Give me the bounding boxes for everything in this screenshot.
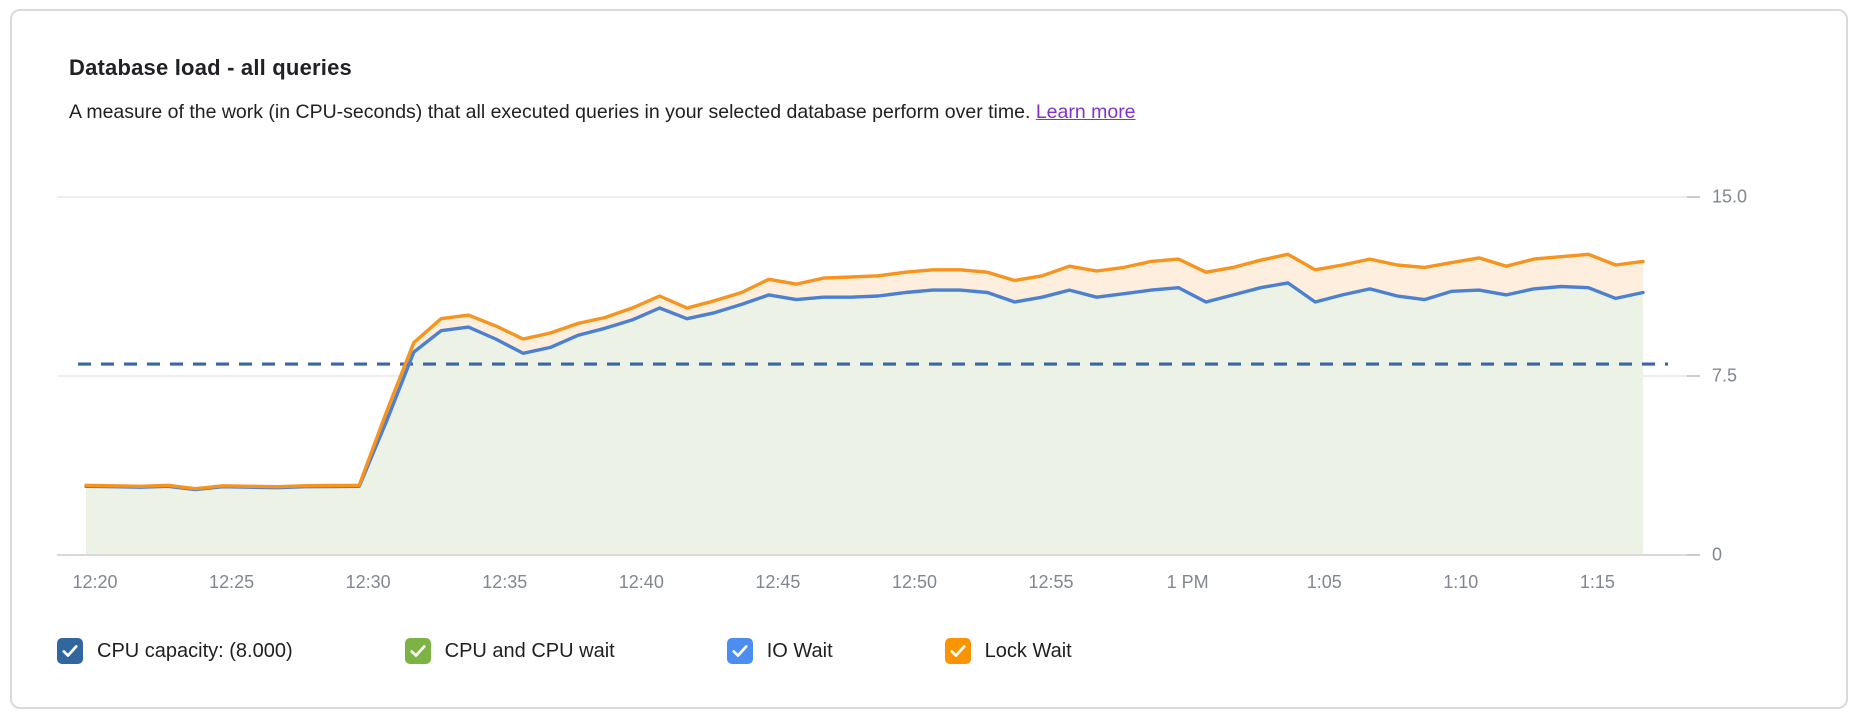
chart-subtitle: A measure of the work (in CPU-seconds) t… — [69, 101, 1136, 124]
cpu-and-cpu-wait-checkbox[interactable] — [404, 638, 431, 664]
x-axis-label-12-30: 12:30 — [345, 572, 391, 592]
legend-item-lock-wait: Lock Wait — [944, 638, 1072, 664]
chart-subtitle-text: A measure of the work (in CPU-seconds) t… — [69, 101, 1031, 123]
legend-label-cpu-capacity: CPU capacity: (8.000) — [97, 639, 293, 662]
x-axis-label-12-35: 12:35 — [482, 572, 528, 592]
x-axis-label-1-10: 1:10 — [1443, 572, 1479, 592]
lock-wait-area — [86, 254, 1643, 490]
y-axis-label-7.5: 7.5 — [1712, 365, 1738, 386]
x-axis-label-1-PM: 1 PM — [1166, 572, 1209, 592]
x-axis-label-1-05: 1:05 — [1306, 572, 1342, 592]
y-axis-label-0: 0 — [1712, 544, 1723, 565]
legend-item-io-wait: IO Wait — [726, 638, 833, 664]
cpu-capacity-checkbox[interactable] — [57, 638, 83, 664]
cpu-and-cpu-wait-area — [86, 282, 1643, 554]
checkmark-icon — [62, 645, 78, 657]
x-axis-label-12-25: 12:25 — [209, 572, 255, 592]
chart-legend: CPU capacity: (8.000) CPU and CPU wait IO … — [57, 638, 1072, 664]
learn-more-link[interactable]: Learn more — [1035, 101, 1136, 123]
checkmark-icon — [410, 645, 426, 657]
x-axis-label-12-20: 12:20 — [72, 572, 118, 592]
legend-label-lock-wait: Lock Wait — [984, 639, 1072, 662]
y-axis-label-15.0: 15.0 — [1712, 186, 1748, 207]
x-axis-label-12-45: 12:45 — [755, 572, 801, 592]
x-axis-label-1-15: 1:15 — [1579, 572, 1615, 592]
legend-item-cpu-capacity: CPU capacity: (8.000) — [57, 638, 293, 664]
lock-wait-line — [84, 252, 1645, 491]
legend-label-cpu-and-cpu-wait: CPU and CPU wait — [444, 639, 615, 662]
x-axis-label-12-55: 12:55 — [1028, 572, 1074, 592]
checkmark-icon — [732, 645, 748, 657]
chart-title: Database load - all queries — [69, 55, 352, 80]
io-wait-checkbox[interactable] — [726, 638, 753, 664]
checkmark-icon — [950, 645, 966, 657]
x-axis-label-12-50: 12:50 — [891, 572, 937, 592]
x-axis-label-12-40: 12:40 — [618, 572, 664, 592]
legend-label-io-wait: IO Wait — [766, 639, 833, 662]
lock-wait-checkbox[interactable] — [944, 638, 971, 664]
legend-item-cpu-and-cpu-wait: CPU and CPU wait — [404, 638, 615, 664]
